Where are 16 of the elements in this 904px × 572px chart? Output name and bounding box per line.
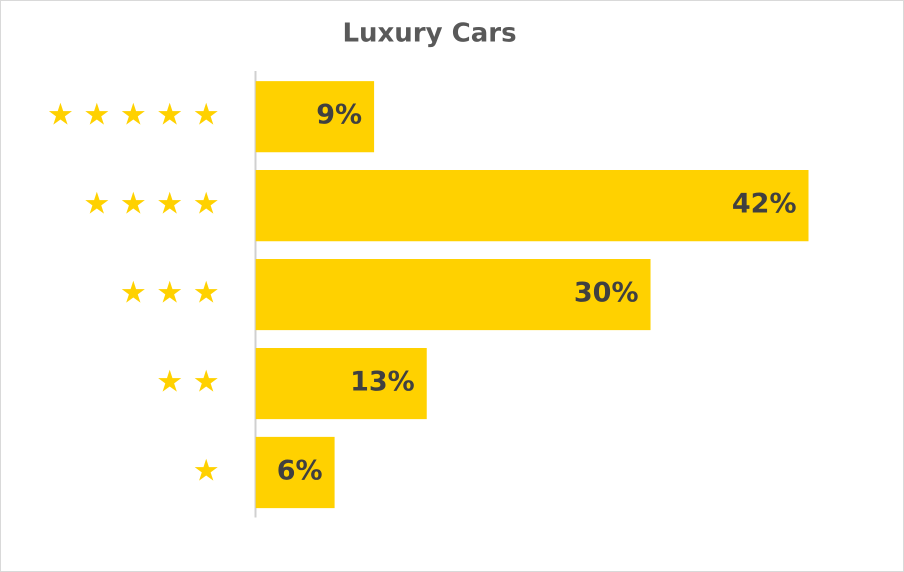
- data-label: 13%: [350, 366, 415, 398]
- bar: [256, 436, 335, 508]
- y-tick-label: ★ ★ ★: [120, 275, 220, 310]
- chart-title: Luxury Cars: [342, 18, 517, 48]
- data-label: 6%: [276, 456, 323, 487]
- bar: [256, 348, 427, 420]
- y-tick-label: ★ ★ ★ ★: [83, 186, 220, 222]
- y-tick-label: ★ ★ ★ ★ ★: [46, 97, 220, 132]
- data-label: 30%: [574, 278, 639, 309]
- bar: [256, 170, 809, 242]
- data-label: 42%: [732, 188, 797, 220]
- y-tick-label: ★: [192, 453, 220, 488]
- data-label: 9%: [316, 100, 362, 131]
- y-tick-label: ★ ★: [156, 364, 220, 400]
- bar: [256, 259, 651, 330]
- bar: [256, 81, 374, 152]
